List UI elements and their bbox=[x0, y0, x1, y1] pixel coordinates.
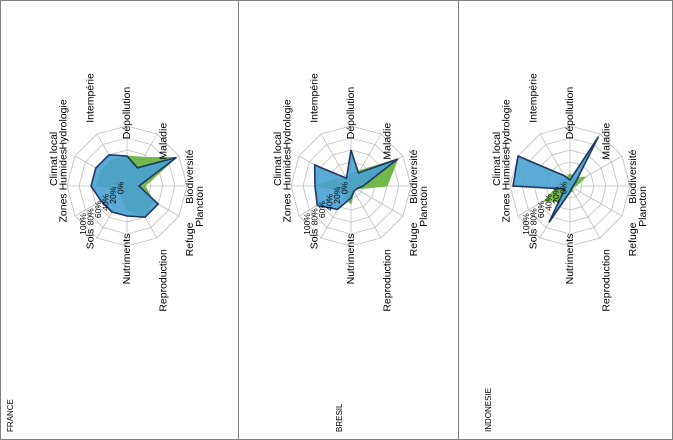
axis-label: Plancton bbox=[418, 186, 430, 227]
axis-label: Nutriments bbox=[345, 234, 357, 285]
axis-label: Nutriments bbox=[564, 234, 576, 285]
axis-label: Reproduction bbox=[381, 249, 393, 312]
country-title: INDONESIE bbox=[484, 388, 493, 432]
tick-label: 80% bbox=[309, 208, 319, 225]
axis-label: Zones Humides bbox=[501, 149, 513, 223]
axis-label: Climat local bbox=[48, 132, 60, 186]
tick-label: 20% bbox=[332, 186, 342, 203]
axis-label: Biodiversité bbox=[184, 149, 196, 203]
axis-label: Refuge bbox=[408, 222, 420, 256]
axis-label: Hydrologie bbox=[58, 99, 70, 149]
axis-label: Reproduction bbox=[157, 249, 169, 312]
axis-label: Zones Humides bbox=[58, 149, 70, 223]
tick-label: 0% bbox=[115, 181, 125, 194]
axis-label: Biodiversité bbox=[408, 149, 420, 203]
axis-label: Hydrologie bbox=[282, 99, 294, 149]
tick-label: 40% bbox=[100, 193, 110, 210]
grid-spoke bbox=[569, 185, 601, 239]
axis-label: Climat local bbox=[491, 132, 503, 186]
series-blue-area bbox=[512, 136, 600, 223]
axis-label: Dépollution bbox=[345, 87, 357, 140]
tick-label: 80% bbox=[85, 208, 95, 225]
axis-label: Biodiversité bbox=[627, 149, 639, 203]
axis-label: Sols bbox=[308, 229, 320, 249]
grid-spoke bbox=[350, 185, 404, 217]
tick-label: 20% bbox=[108, 186, 118, 203]
axis-label: Reproduction bbox=[600, 249, 612, 312]
grid-spoke bbox=[569, 185, 623, 217]
axis-label: Sols bbox=[84, 229, 96, 249]
axis-label: Maladie bbox=[600, 123, 612, 160]
axis-label: Maladie bbox=[381, 123, 393, 160]
axis-label: Dépollution bbox=[121, 87, 133, 140]
tick-label: 60% bbox=[317, 201, 327, 218]
axis-label: Plancton bbox=[194, 186, 206, 227]
country-title: FRANCE bbox=[6, 399, 15, 432]
axis-label: Refuge bbox=[627, 222, 639, 256]
tick-label: 20% bbox=[551, 186, 561, 203]
axis-label: Hydrologie bbox=[501, 99, 513, 149]
series-blue-area bbox=[313, 149, 399, 211]
tick-label: 0% bbox=[339, 181, 349, 194]
tick-label: 100% bbox=[78, 213, 88, 235]
axis-label: Intempérie bbox=[84, 73, 96, 123]
axis-label: Intempérie bbox=[527, 73, 539, 123]
tick-label: 60% bbox=[93, 201, 103, 218]
axis-label: Climat local bbox=[272, 132, 284, 186]
country-title: BRESIL bbox=[335, 403, 344, 432]
axis-label: Maladie bbox=[157, 123, 169, 160]
tick-label: 0% bbox=[558, 181, 568, 194]
tick-label: 100% bbox=[302, 213, 312, 235]
tick-label: 40% bbox=[324, 193, 334, 210]
tick-label: 100% bbox=[521, 213, 531, 235]
axis-label: Refuge bbox=[184, 222, 196, 256]
grid-spoke bbox=[350, 185, 382, 239]
tick-label: 40% bbox=[543, 193, 553, 210]
axis-label: Sols bbox=[527, 229, 539, 249]
axis-label: Plancton bbox=[637, 186, 649, 227]
axis-label: Zones Humides bbox=[282, 149, 294, 223]
axis-label: Intempérie bbox=[308, 73, 320, 123]
tick-label: 60% bbox=[536, 201, 546, 218]
axis-label: Nutriments bbox=[121, 234, 133, 285]
tick-label: 80% bbox=[528, 208, 538, 225]
series-blue-area bbox=[90, 154, 177, 218]
axis-label: Dépollution bbox=[564, 87, 576, 140]
